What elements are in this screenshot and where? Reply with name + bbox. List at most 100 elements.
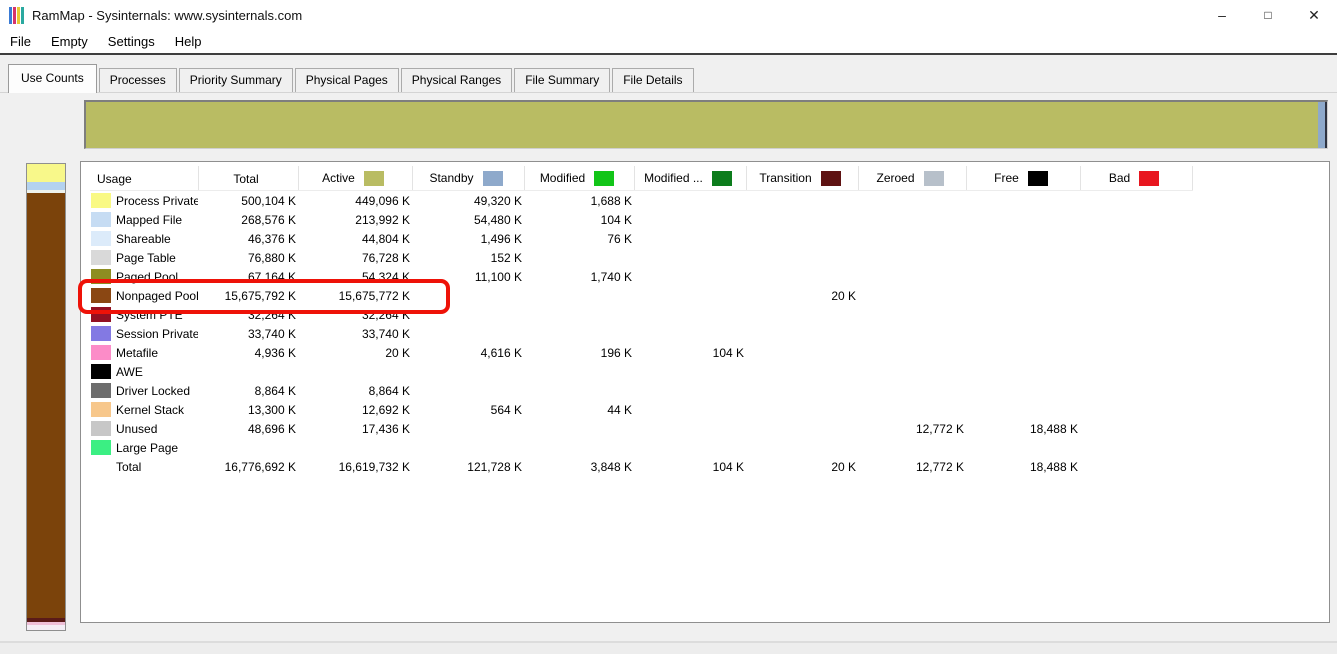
column-header-total[interactable]: Total [198,166,299,191]
value-cell-modified: 104 K [712,345,744,360]
column-header-modified[interactable]: Modified [524,166,635,191]
table-row-process-private[interactable]: Process Private 500,104 K 449,096 K 49,320 … [90,191,1192,211]
large-page-swatch [91,440,111,456]
value-cell-zeroed [858,286,966,305]
tab-physical-pages[interactable]: Physical Pages [294,68,399,92]
value-cell-active: 8,864 K [368,383,410,398]
table-row-awe[interactable]: AWE [90,362,1192,381]
column-header-transition[interactable]: Transition [746,166,859,191]
value-cell-free [966,381,1080,400]
bottom-strip [0,643,1337,654]
table-row-session-private[interactable]: Session Private 33,740 K 33,740 K [90,324,1192,343]
tab-priority-summary[interactable]: Priority Summary [178,68,293,92]
value-cell-bad [1080,400,1192,419]
table-row-large-page[interactable]: Large Page [90,438,1192,457]
value-cell-bad [1080,381,1192,400]
menu-item-settings[interactable]: Settings [107,34,155,49]
value-cell-transition: 20 K [831,459,856,474]
value-cell-standby [412,362,524,381]
table-row-mapped-file[interactable]: Mapped File 268,576 K 213,992 K 54,480 K 104… [90,210,1192,229]
window-controls: – □ ✕ [1199,0,1337,30]
value-cell-transition [746,248,858,267]
awe-swatch [91,364,111,380]
row-label: System PTE [116,307,183,322]
table-row-page-table[interactable]: Page Table 76,880 K 76,728 K 152 K [90,248,1192,267]
value-cell-bad [1080,457,1192,476]
value-cell-active: 15,675,772 K [338,288,410,303]
row-label: Process Private [116,193,198,208]
menu-item-empty[interactable]: Empty [50,34,88,49]
tab-file-summary[interactable]: File Summary [514,68,611,92]
memory-usage-bar [84,100,1328,149]
column-label: Free [994,171,1019,186]
value-cell-active: 76,728 K [361,250,410,265]
column-label: Total [233,171,259,186]
value-cell-modified: 76 K [607,231,632,246]
column-header-free[interactable]: Free [966,166,1081,191]
table-row-driver-locked[interactable]: Driver Locked 8,864 K 8,864 K [90,381,1192,400]
usage-cell: Metafile [90,343,198,362]
value-cell-modified [634,400,746,419]
value-cell-active: 213,992 K [355,212,410,227]
value-cell-bad [1080,362,1192,381]
table-row-paged-pool[interactable]: Paged Pool 67,164 K 54,324 K 11,100 K 1,740 … [90,267,1192,286]
title-bar: RamMap - Sysinternals: www.sysinternals.… [0,0,1337,30]
usage-cell: Kernel Stack [90,400,198,419]
usage-cell: System PTE [90,305,198,324]
close-button[interactable]: ✕ [1308,6,1320,23]
value-cell-zeroed [858,343,966,362]
value-cell-bad [1080,438,1192,457]
column-header-usage[interactable]: Usage [90,166,199,191]
value-cell-standby [412,324,524,343]
table-row-nonpaged-pool[interactable]: Nonpaged Pool 15,675,792 K 15,675,772 K 20 … [90,286,1192,305]
table-row-system-pte[interactable]: System PTE 32,264 K 32,264 K [90,305,1192,324]
value-cell-active: 449,096 K [355,193,410,208]
column-header-modified[interactable]: Modified ... [634,166,747,191]
tab-physical-ranges[interactable]: Physical Ranges [400,68,513,92]
free-legend-swatch [1027,170,1048,186]
value-cell-active [298,438,412,457]
menu-item-file[interactable]: File [10,34,31,49]
usage-cell: Process Private [90,191,198,211]
column-label: Active [322,171,355,186]
minimize-button[interactable]: – [1218,7,1226,23]
menu-item-help[interactable]: Help [174,34,202,49]
column-header-standby[interactable]: Standby [412,166,525,191]
table-row-kernel-stack[interactable]: Kernel Stack 13,300 K 12,692 K 564 K 44 K [90,400,1192,419]
row-label: Paged Pool [116,269,179,284]
value-cell-zeroed [858,324,966,343]
maximize-button[interactable]: □ [1264,8,1272,22]
value-cell-total: 500,104 K [241,193,296,208]
value-cell-total: 4,936 K [254,345,296,360]
free-segment [27,625,65,630]
table-row-total[interactable]: Total 16,776,692 K 16,619,732 K 121,728 K 3,… [90,457,1192,476]
table-row-metafile[interactable]: Metafile 4,936 K 20 K 4,616 K 196 K 104 K [90,343,1192,362]
usage-cell: Driver Locked [90,381,198,400]
column-header-bad[interactable]: Bad [1080,166,1193,191]
tab-strip: Use Counts Processes Priority Summary Physi… [0,64,1337,93]
value-cell-transition [746,229,858,248]
value-cell-modified: 3,848 K [590,459,632,474]
value-cell-total: 8,864 K [254,383,296,398]
tab-use-counts[interactable]: Use Counts [8,64,97,93]
tab-processes[interactable]: Processes [98,68,177,92]
table-row-shareable[interactable]: Shareable 46,376 K 44,804 K 1,496 K 76 K [90,229,1192,248]
value-cell-zeroed [858,438,966,457]
table-row-unused[interactable]: Unused 48,696 K 17,436 K 12,772 K 18,488 K [90,419,1192,438]
column-header-active[interactable]: Active [298,166,413,191]
metafile-swatch [91,345,111,361]
column-label: Zeroed [876,171,915,186]
value-cell-standby: 54,480 K [473,212,522,227]
value-cell-bad [1080,286,1192,305]
window-title: RamMap - Sysinternals: www.sysinternals.… [32,7,303,23]
tab-file-details[interactable]: File Details [612,68,694,92]
usage-cell: Unused [90,419,198,438]
value-cell-bad [1080,248,1192,267]
value-cell-modified [524,324,634,343]
nonpaged-pool-swatch [91,288,111,304]
row-label: Total [116,459,142,474]
value-cell-free [966,362,1080,381]
value-cell-free [966,286,1080,305]
column-header-zeroed[interactable]: Zeroed [858,166,967,191]
value-cell-modified [524,381,634,400]
